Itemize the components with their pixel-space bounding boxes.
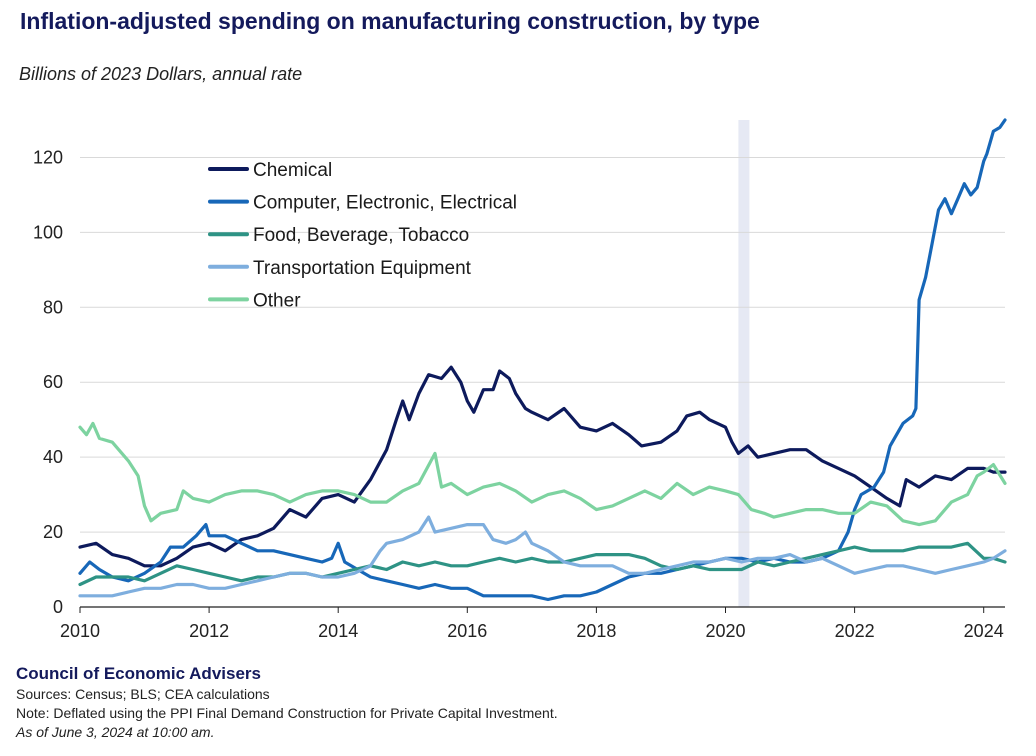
- footer-organization: Council of Economic Advisers: [16, 664, 261, 683]
- x-tick-label: 2014: [318, 621, 358, 641]
- y-tick-label: 120: [33, 147, 63, 167]
- x-tick-label: 2018: [576, 621, 616, 641]
- legend-label: Computer, Electronic, Electrical: [253, 193, 517, 214]
- series-layer: [78, 118, 1007, 602]
- series-line: [78, 515, 1007, 598]
- shaded-period-layer: [738, 120, 750, 607]
- grid-layer: [80, 156, 1005, 533]
- y-tick-label: 100: [33, 222, 63, 242]
- footer-note: Note: Deflated using the PPI Final Deman…: [16, 705, 558, 721]
- line-chart: 0 20 40 60 80 100 120 2010 2012 2014 2016 2018 2020 2…: [33, 118, 1007, 641]
- x-tick-label: 2016: [447, 621, 487, 641]
- footer-sources: Sources: Census; BLS; CEA calculations: [16, 686, 270, 702]
- legend-label: Chemical: [253, 160, 332, 181]
- axis-layer: 0 20 40 60 80 100 120 2010 2012 2014 2016 2018 2020 2…: [33, 147, 1005, 641]
- x-tick-label: 2022: [835, 621, 875, 641]
- series-line: [78, 421, 1007, 527]
- y-tick-label: 0: [53, 597, 63, 617]
- y-tick-label: 20: [43, 522, 63, 542]
- shaded-period: [738, 120, 750, 607]
- x-tick-label: 2012: [189, 621, 229, 641]
- legend-label: Transportation Equipment: [253, 258, 472, 279]
- legend-label: Other: [253, 290, 301, 311]
- series-line: [78, 365, 1007, 568]
- x-tick-label: 2024: [964, 621, 1004, 641]
- chart-title: Inflation-adjusted spending on manufactu…: [20, 8, 760, 34]
- y-tick-label: 40: [43, 447, 63, 467]
- x-tick-label: 2020: [705, 621, 745, 641]
- footer-as-of: As of June 3, 2024 at 10:00 am.: [16, 724, 215, 740]
- legend: Chemical Computer, Electronic, Electrical…: [208, 160, 517, 311]
- chart-subtitle: Billions of 2023 Dollars, annual rate: [19, 64, 303, 84]
- legend-label: Food, Beverage, Tobacco: [253, 225, 469, 246]
- y-tick-label: 60: [43, 372, 63, 392]
- y-tick-label: 80: [43, 297, 63, 317]
- x-tick-label: 2010: [60, 621, 100, 641]
- series-line: [78, 118, 1007, 602]
- series-line: [78, 541, 1007, 587]
- footer: Council of Economic Advisers Sources: Ce…: [16, 663, 1016, 742]
